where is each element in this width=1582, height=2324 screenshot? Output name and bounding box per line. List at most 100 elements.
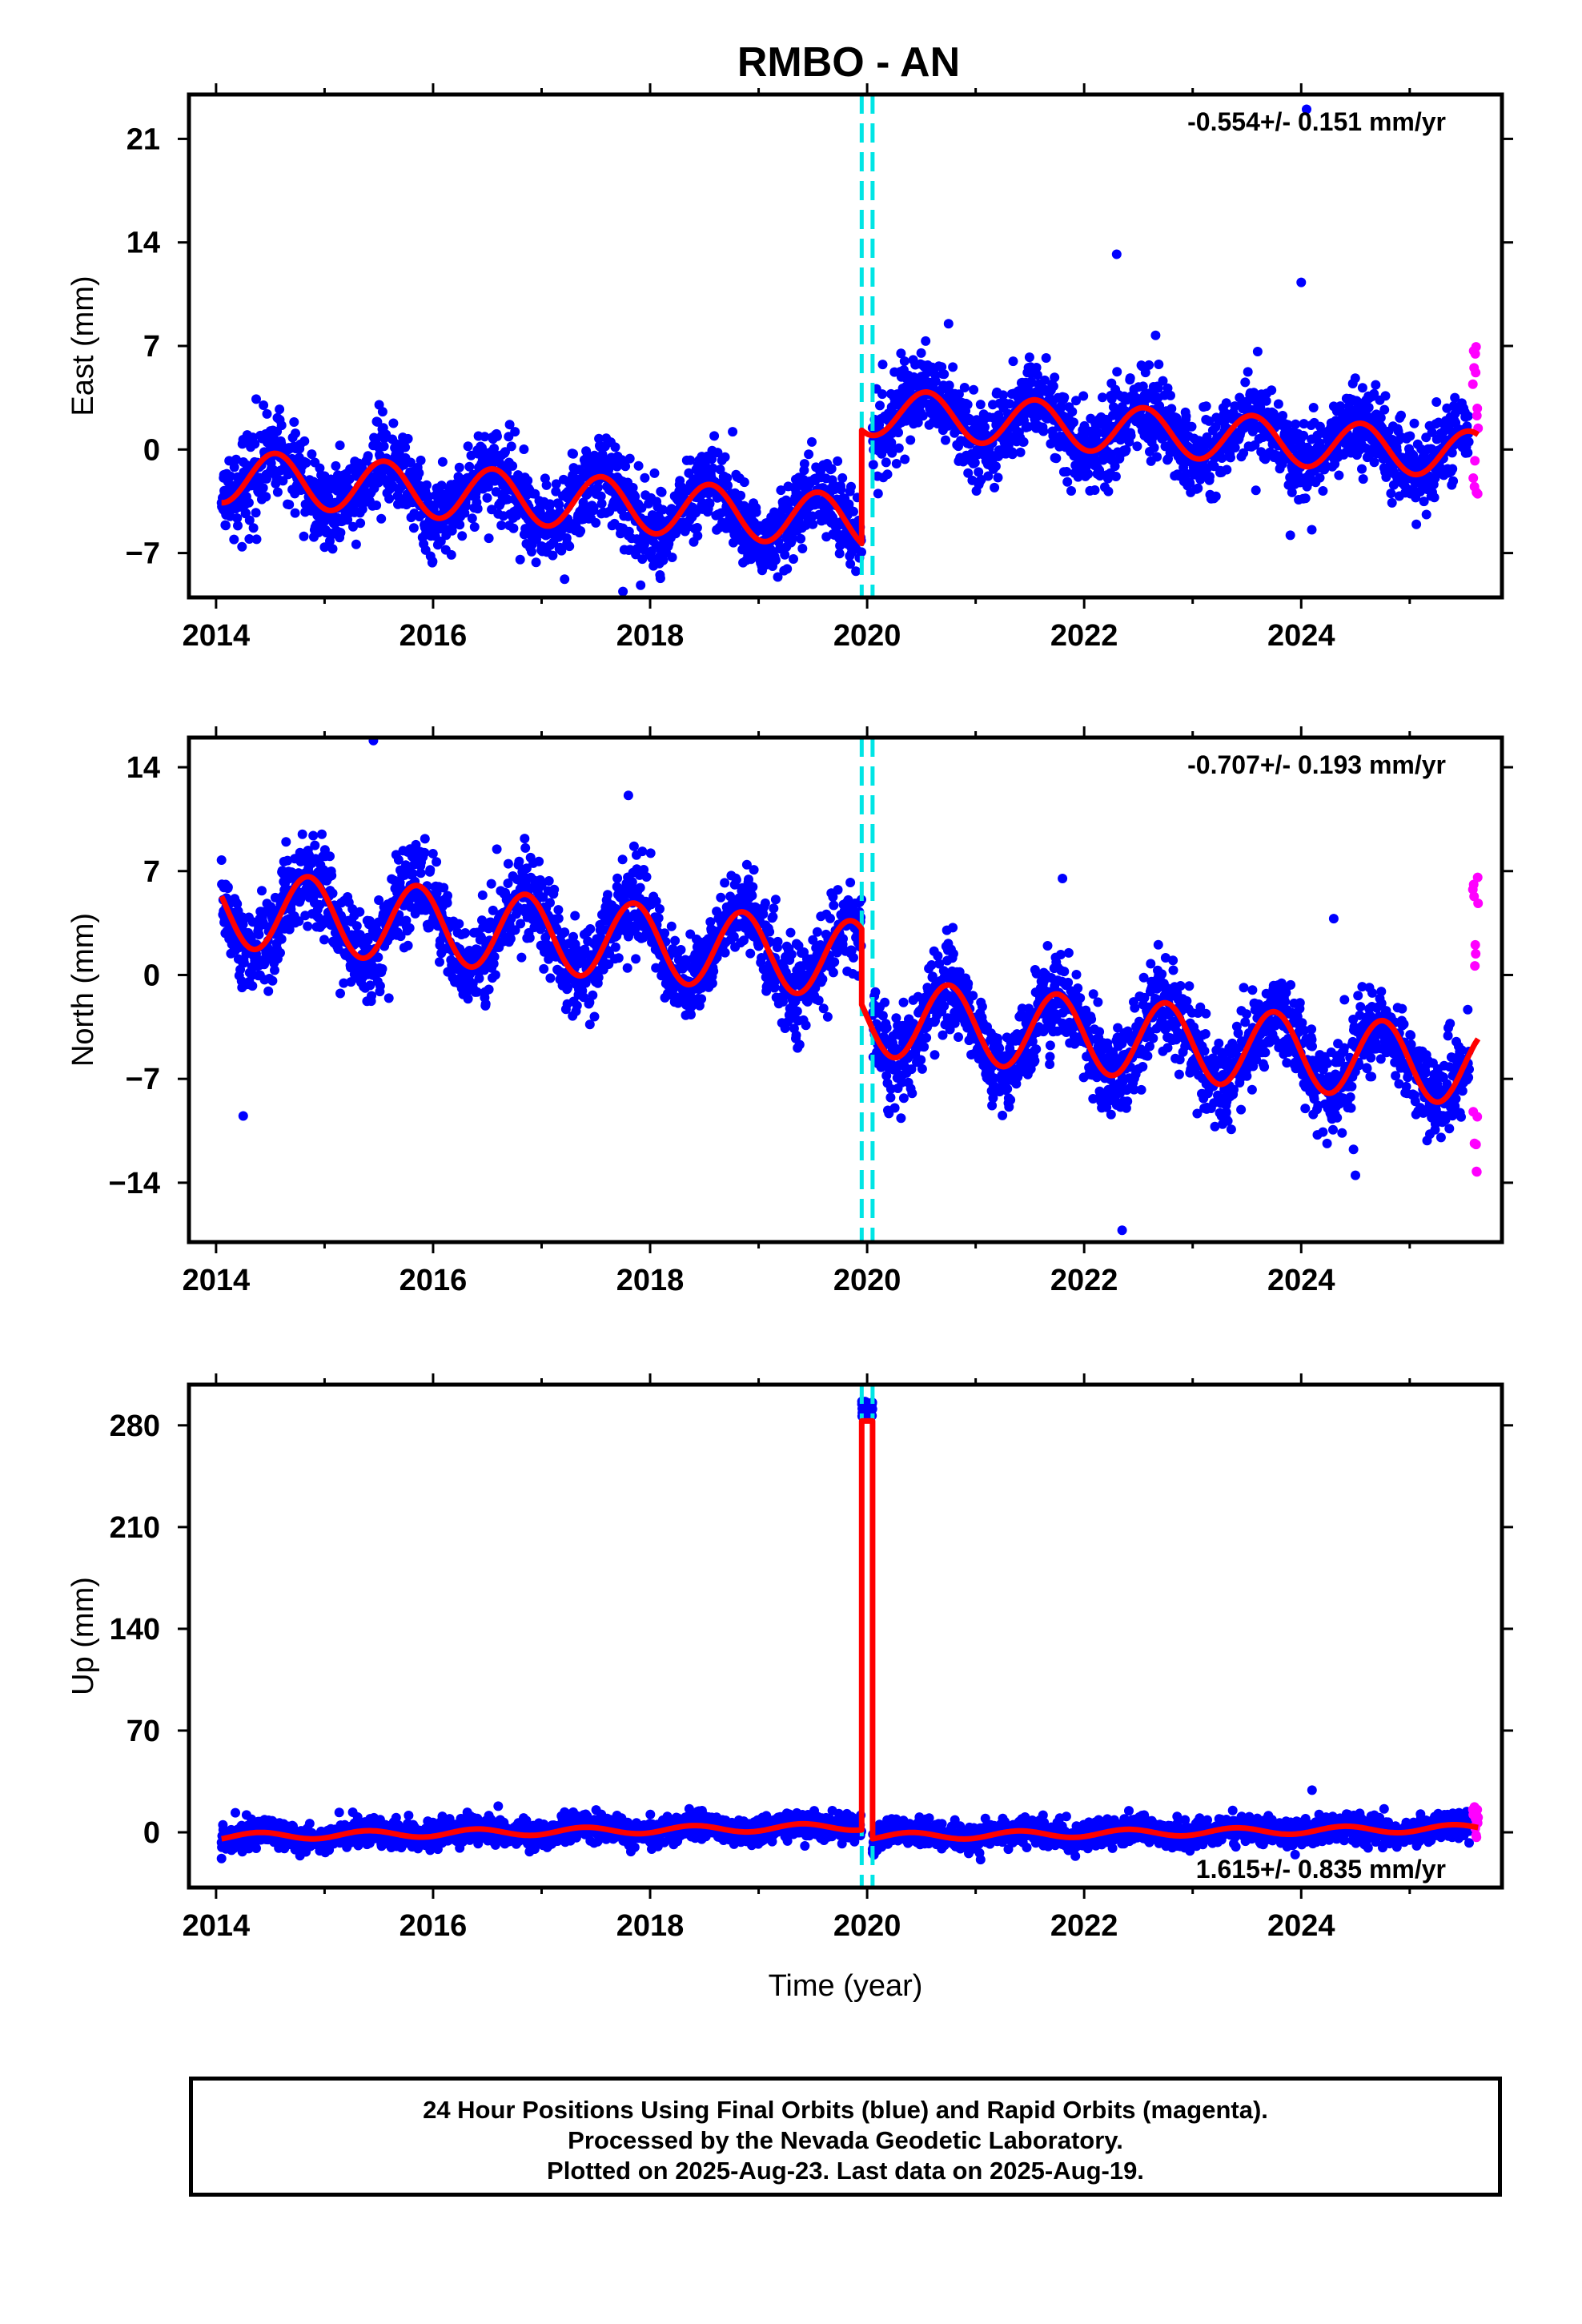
final-orbit-point <box>351 539 361 549</box>
final-orbit-point <box>628 841 639 851</box>
final-orbit-point <box>527 546 536 557</box>
final-orbit-point <box>645 848 656 858</box>
final-orbit-point <box>534 856 544 866</box>
final-orbit-point <box>640 472 650 483</box>
final-orbit-point <box>1015 447 1026 457</box>
final-orbit-point <box>708 463 718 473</box>
final-orbit-point <box>944 380 954 391</box>
final-orbit-point <box>303 921 313 931</box>
final-orbit-point <box>639 865 649 875</box>
final-orbit-point <box>685 455 696 465</box>
final-orbit-point <box>649 468 660 478</box>
final-orbit-point <box>893 428 903 438</box>
final-orbit-point <box>531 557 541 568</box>
final-orbit-point <box>666 921 677 931</box>
final-orbit-point <box>254 930 264 939</box>
final-orbit-point <box>454 462 464 472</box>
final-orbit-point <box>697 994 707 1004</box>
final-orbit-point <box>722 472 733 483</box>
final-orbit-point <box>568 931 578 942</box>
final-orbit-point <box>446 549 456 560</box>
final-orbit-point <box>471 488 481 498</box>
final-orbit-point <box>1369 388 1379 399</box>
final-orbit-point <box>584 997 595 1007</box>
final-orbit-point <box>457 531 468 541</box>
final-orbit-point <box>792 1006 802 1016</box>
final-orbit-point <box>887 448 897 458</box>
final-orbit-point <box>877 448 887 459</box>
final-orbit-point <box>376 513 387 524</box>
final-orbit-point <box>262 408 272 419</box>
rapid-orbit-point <box>1470 348 1480 359</box>
final-orbit-point <box>813 995 824 1006</box>
final-orbit-point <box>250 439 260 449</box>
final-orbit-point <box>477 890 488 900</box>
final-orbit-point <box>1315 472 1325 483</box>
final-orbit-point <box>416 868 426 879</box>
final-orbit-point <box>637 846 648 857</box>
final-orbit-point <box>223 882 233 892</box>
final-orbit-point <box>948 362 958 372</box>
final-orbit-point <box>372 416 383 427</box>
final-orbit-point <box>297 829 307 839</box>
final-orbit-point <box>877 389 887 400</box>
final-orbit-point <box>1193 483 1203 493</box>
final-orbit-point <box>428 557 438 567</box>
final-orbit-point <box>637 554 648 565</box>
final-orbit-point <box>220 521 231 531</box>
final-orbit-point <box>1166 404 1177 414</box>
final-orbit-point <box>998 390 1008 400</box>
final-orbit-point <box>585 924 596 934</box>
final-orbit-point <box>1126 431 1136 440</box>
final-orbit-point <box>1201 401 1211 412</box>
final-orbit-point <box>804 449 814 460</box>
final-orbit-point <box>464 461 475 472</box>
final-orbit-point <box>578 497 588 508</box>
final-orbit-point <box>812 927 822 937</box>
final-orbit-point <box>670 935 681 946</box>
x-tick-label: 2014 <box>183 619 251 653</box>
final-orbit-point <box>875 400 885 411</box>
final-orbit-point <box>1379 404 1390 415</box>
final-orbit-point <box>294 916 304 927</box>
final-orbit-point <box>480 999 491 1009</box>
final-orbit-point <box>510 427 520 437</box>
final-orbit-point <box>1369 457 1379 468</box>
final-orbit-point <box>1405 431 1415 441</box>
final-orbit-point <box>1463 411 1473 421</box>
final-orbit-point <box>488 959 499 969</box>
final-orbit-point <box>1154 360 1164 369</box>
final-orbit-point <box>276 420 287 431</box>
final-orbit-point <box>308 830 319 841</box>
final-orbit-point <box>845 559 856 569</box>
final-orbit-point <box>424 492 434 502</box>
final-orbit-point <box>263 986 274 996</box>
final-orbit-point <box>520 834 530 844</box>
x-tick-label: 2016 <box>400 619 468 653</box>
final-orbit-point <box>503 879 513 888</box>
final-orbit-point <box>536 880 547 891</box>
outlier-point <box>943 319 954 329</box>
final-orbit-point <box>1204 416 1215 426</box>
final-orbit-point <box>1090 485 1100 495</box>
final-orbit-point <box>747 891 757 901</box>
final-orbit-point <box>261 492 271 502</box>
final-orbit-point <box>1062 467 1072 476</box>
final-orbit-point <box>628 483 638 493</box>
final-orbit-point <box>377 963 387 974</box>
final-orbit-point <box>785 927 796 938</box>
final-orbit-point <box>591 517 601 528</box>
final-orbit-point <box>484 984 494 995</box>
y-tick-label: 14 <box>126 227 160 260</box>
final-orbit-point <box>270 965 279 975</box>
final-orbit-point <box>379 441 389 452</box>
final-orbit-point <box>826 464 837 474</box>
final-orbit-point <box>519 444 529 454</box>
final-orbit-point <box>975 400 986 410</box>
final-orbit-point <box>515 554 525 565</box>
final-orbit-point <box>310 840 320 850</box>
final-orbit-point <box>1252 347 1263 356</box>
final-orbit-point <box>374 895 384 905</box>
final-orbit-point <box>810 983 821 993</box>
